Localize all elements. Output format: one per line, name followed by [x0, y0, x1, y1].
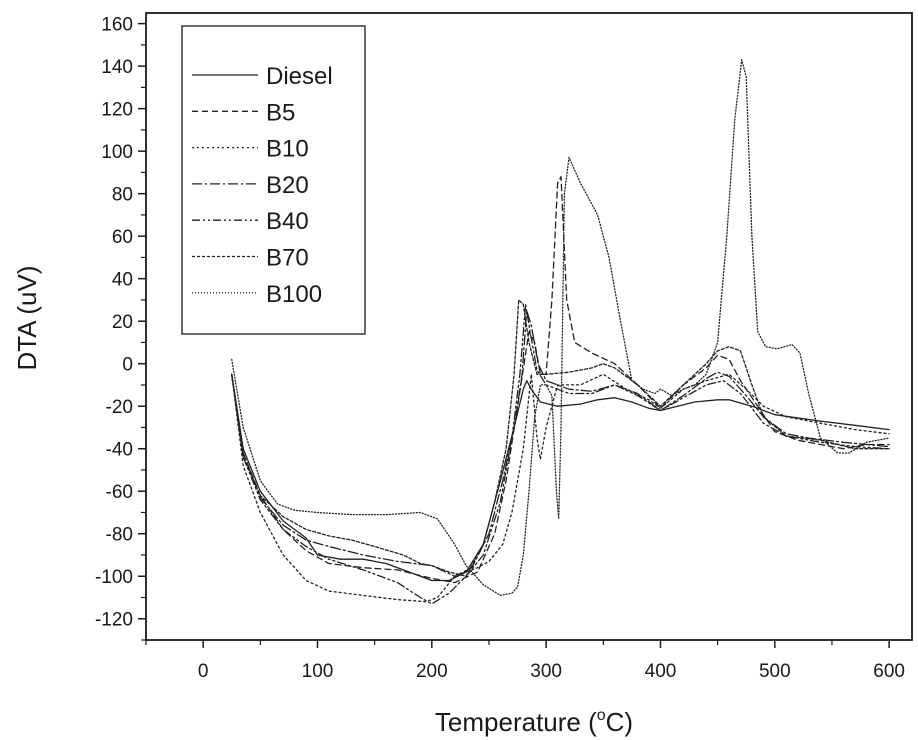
y-tick-label: -100 — [95, 567, 133, 588]
y-tick-label: -120 — [95, 610, 133, 631]
y-tick-label: -40 — [106, 440, 133, 461]
y-tick-label: -20 — [106, 397, 133, 418]
x-axis-title: Temperature (oC) — [435, 707, 633, 737]
series-line-diesel — [231, 373, 890, 582]
y-axis: -120 -100 -80 -60 -40 -20 0 20 40 60 80 100 120 140 16… — [95, 15, 146, 641]
series-line-b10 — [231, 373, 890, 603]
y-tick-label: 60 — [112, 227, 133, 248]
legend-label-b70: B70 — [266, 245, 309, 272]
y-tick-label: 100 — [101, 142, 133, 163]
y-tick-label: 120 — [101, 100, 133, 121]
y-tick-label: 140 — [101, 57, 133, 78]
y-tick-label: 80 — [112, 185, 133, 206]
y-tick-label: -80 — [106, 525, 133, 546]
legend-items: Diesel B5 B10 B20 B40 B70 B100 — [192, 63, 333, 308]
series-line-b20 — [231, 309, 890, 577]
legend: Diesel B5 B10 B20 B40 B70 B100 — [181, 25, 366, 335]
series-line-b40 — [231, 303, 890, 605]
x-axis-title-main: Temperature ( — [435, 707, 597, 737]
series-line-b5 — [231, 176, 890, 584]
y-tick-label: 160 — [101, 15, 133, 36]
legend-label-diesel: Diesel — [266, 63, 333, 90]
plot-frame — [145, 12, 913, 641]
x-tick-label: 100 — [302, 661, 334, 682]
x-tick-label: 200 — [416, 661, 448, 682]
x-axis-title-degree: o — [597, 707, 606, 724]
series-layer — [231, 59, 890, 605]
series-line-b70 — [231, 299, 890, 577]
y-axis-title: DTA (uV) — [12, 266, 42, 371]
x-tick-label: 600 — [873, 661, 905, 682]
x-tick-label: 0 — [198, 661, 209, 682]
legend-label-b40: B40 — [266, 208, 309, 235]
legend-box — [181, 25, 366, 335]
x-tick-label: 300 — [530, 661, 562, 682]
x-axis: 0 100 200 300 400 500 600 — [145, 640, 905, 682]
x-tick-label: 500 — [759, 661, 791, 682]
legend-label-b100: B100 — [266, 281, 322, 308]
series-line-b100 — [231, 59, 890, 597]
x-axis-title-unit: C) — [606, 707, 633, 737]
legend-label-b5: B5 — [266, 99, 295, 126]
y-tick-label: 0 — [122, 355, 133, 376]
legend-label-b20: B20 — [266, 172, 309, 199]
y-tick-label: 40 — [112, 270, 133, 291]
x-tick-label: 400 — [645, 661, 677, 682]
plot-border — [145, 12, 913, 641]
y-tick-label: -60 — [106, 482, 133, 503]
y-tick-label: 20 — [112, 312, 133, 333]
legend-label-b10: B10 — [266, 136, 309, 163]
